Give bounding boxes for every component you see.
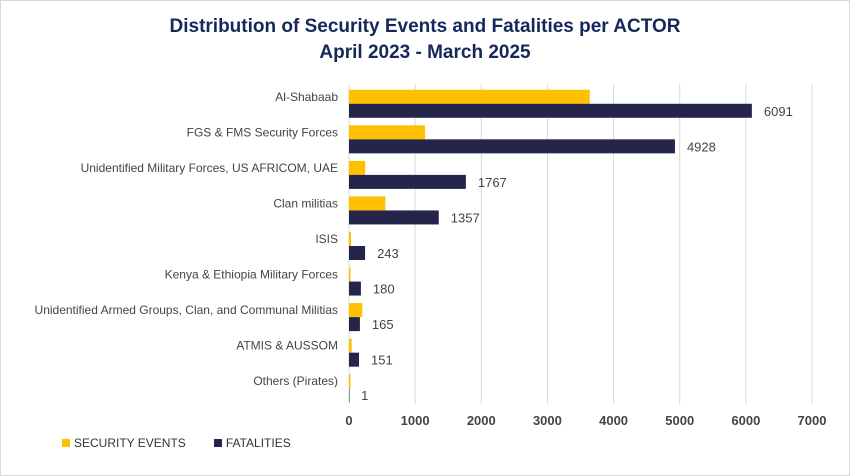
x-tick-label: 3000 [533,413,562,428]
category-label: ATMIS & AUSSOM [236,339,338,353]
x-tick-label: 7000 [798,413,827,428]
category-label: Al-Shabaab [275,90,338,104]
x-tick-label: 4000 [599,413,628,428]
security-events-bar [349,303,363,318]
security-events-bar [349,267,351,282]
legend: SECURITY EVENTS FATALITIES [62,436,291,450]
legend-swatch [213,439,222,447]
chart-title: Distribution of Security Events and Fata… [169,16,681,37]
fatalities-data-label: 6091 [764,104,793,119]
fatalities-data-label: 1357 [451,210,480,225]
security-events-bar [349,160,366,175]
x-tick-label: 6000 [731,413,760,428]
security-events-bar [349,125,426,140]
security-events-bar [349,89,590,104]
fatalities-bar [349,174,466,189]
legend-label: SECURITY EVENTS [74,436,186,450]
category-label: ISIS [315,232,338,246]
category-label: Unidentified Armed Groups, Clan, and Com… [35,303,338,317]
legend-item-fatalities: FATALITIES [213,436,291,450]
category-label: Clan militias [273,196,338,210]
fatalities-data-label: 165 [372,317,394,332]
fatalities-data-label: 151 [371,353,393,368]
fatalities-data-label: 1767 [478,175,507,190]
legend-item-security-events: SECURITY EVENTS [62,436,186,450]
x-tick-label: 0 [345,413,352,428]
x-tick-label: 5000 [665,413,694,428]
security-events-bar [349,196,386,211]
fatalities-bar [349,246,366,260]
security-events-bar [349,374,351,389]
legend-label: FATALITIES [225,436,291,450]
fatalities-bar [349,139,675,154]
fatalities-data-label: 1 [361,388,368,403]
fatalities-bar [349,103,752,118]
fatalities-data-label: 180 [373,282,395,297]
category-label: Kenya & Ethiopia Military Forces [165,268,338,282]
security-events-bar [349,338,352,353]
category-label: Unidentified Military Forces, US AFRICOM… [81,161,338,175]
fatalities-data-label: 243 [377,246,399,261]
fatalities-bar [349,388,350,403]
category-label: FGS & FMS Security Forces [187,125,338,139]
x-tick-label: 1000 [401,413,430,428]
fatalities-data-label: 4928 [687,139,716,154]
fatalities-bar [349,281,361,296]
x-tick-label: 2000 [467,413,496,428]
chart-subtitle: April 2023 - March 2025 [319,42,531,63]
category-label: Others (Pirates) [253,374,338,388]
security-events-bar [349,232,351,246]
legend-swatch [62,439,70,447]
fatalities-bar [349,210,439,225]
fatalities-bar [349,317,360,332]
fatalities-bar [349,352,359,367]
